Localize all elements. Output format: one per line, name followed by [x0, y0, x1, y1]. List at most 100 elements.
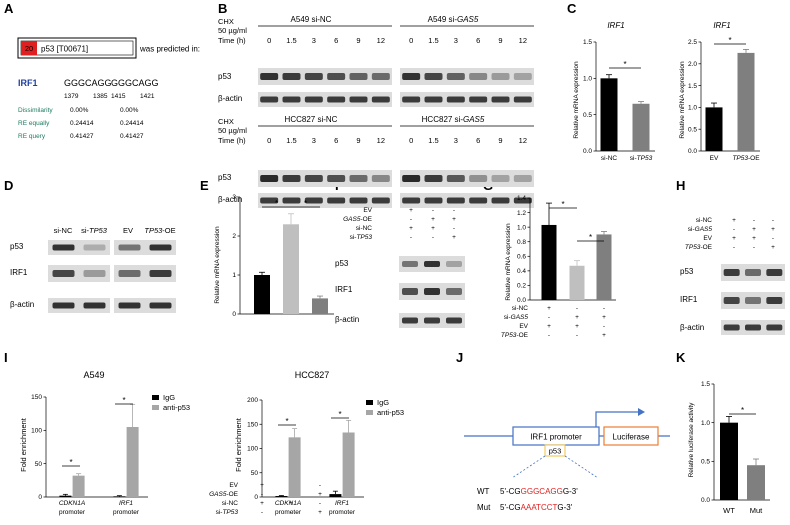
condition-labels: EV GAS5-OE si-NC si-TP53 EV GAS5-OE si-N…: [209, 207, 713, 516]
y-tick-label: 50: [35, 461, 43, 468]
cond-label: TP53-OE: [685, 244, 713, 251]
blot-title-hcc827-sigas5: HCC827 si-GAS5: [422, 115, 485, 124]
cond-label: EV: [703, 235, 712, 242]
legend-label: anti-p53: [163, 403, 190, 412]
time-point-label: 1.5: [428, 136, 438, 145]
blot-strip: [258, 68, 392, 85]
row-value: 0.24414: [70, 120, 94, 127]
blot-band: [282, 73, 301, 80]
blot-band: [446, 288, 462, 295]
sign-mark: -: [603, 323, 605, 330]
chart-c-left: 0.0 0.5 1.0 1.5 *: [583, 39, 655, 155]
panel-label-d: D: [4, 178, 13, 193]
significance-star: *: [275, 199, 278, 208]
blot-band: [52, 244, 75, 251]
cond-label: si-GAS5: [504, 314, 529, 321]
y-tick-label: 1.0: [517, 224, 526, 231]
blot-band: [402, 261, 418, 267]
y-tick-label: 0.2: [517, 283, 526, 290]
time-point-label: 9: [498, 36, 502, 45]
bar-igg: [113, 496, 126, 497]
blot-band: [745, 297, 761, 304]
y-tick-label: 2.0: [688, 61, 697, 68]
x-tick-label: promoter: [329, 509, 356, 516]
pos-3: 1415: [111, 93, 126, 100]
chart-i-left: 0 50 100 150 * *: [31, 394, 148, 501]
time-point-label: 1.5: [428, 36, 438, 45]
seq-1: GGGCAGG: [64, 78, 112, 88]
blot-row-label: β-actin: [335, 315, 359, 324]
sign-mark: +: [602, 314, 606, 321]
blot-row-label: p53: [680, 267, 694, 276]
blot-band: [349, 96, 368, 103]
sign-mark: -: [603, 305, 605, 312]
y-tick-label: 150: [31, 394, 42, 401]
sign-mark: +: [732, 235, 736, 242]
blot-band: [424, 261, 440, 267]
gene-name: IRF1: [18, 78, 38, 88]
cond-label: TP53-OE: [501, 332, 529, 339]
sign-mark: +: [752, 235, 756, 242]
bar: [569, 265, 585, 300]
blot-strip: [258, 92, 392, 107]
y-tick-label: 1.4: [517, 195, 526, 202]
y-tick-label: 0: [38, 494, 42, 501]
time-label: Time (h): [218, 136, 246, 145]
blot-band: [491, 96, 510, 103]
bar: [312, 298, 328, 314]
row-value: 0.00%: [120, 107, 139, 114]
time-point-label: 0: [409, 136, 413, 145]
y-tick-label: 1: [232, 272, 236, 279]
panel-h: + - - - + + + + - - - + p53 IRF1 β-actin: [680, 217, 785, 335]
sign-mark: -: [733, 244, 735, 251]
sign-mark: +: [602, 332, 606, 339]
blot-band: [304, 73, 323, 80]
row-value: 0.00%: [70, 107, 89, 114]
chart-title: HCC827: [295, 370, 330, 380]
time-point-label: 12: [377, 36, 385, 45]
y-tick-label: 0.0: [583, 148, 592, 155]
row-label-re-query: RE query: [18, 133, 46, 140]
blot-row-label: IRF1: [335, 285, 353, 294]
sign-mark: +: [575, 314, 579, 321]
blot-band: [327, 96, 346, 103]
legend-swatch-anti-p53: [152, 405, 159, 410]
time-point-label: 0: [267, 36, 271, 45]
x-tick-label: IRF1: [335, 500, 349, 507]
sign-mark: -: [432, 234, 434, 241]
significance-star: *: [589, 233, 592, 242]
sign-mark: -: [548, 314, 550, 321]
time-label: Time (h): [218, 36, 246, 45]
chart-title: IRF1: [607, 21, 624, 30]
significance-star: *: [69, 458, 72, 467]
x-tick-label: promoter: [113, 509, 140, 516]
y-tick-label: 1.0: [701, 420, 710, 427]
panel-label-j: J: [456, 350, 463, 365]
y-tick-label: 0.5: [688, 126, 697, 133]
sign-mark: -: [772, 217, 774, 224]
sign-mark: +: [771, 244, 775, 251]
score-badge: [21, 41, 37, 55]
time-point-label: 6: [476, 36, 480, 45]
y-tick-label: 2: [232, 233, 236, 240]
panel-label-e: E: [200, 178, 209, 193]
bar-anti-p53: [126, 427, 139, 497]
panel-label-k: K: [676, 350, 686, 365]
x-tick-label: IRF1: [119, 500, 133, 507]
significance-star: *: [285, 417, 288, 426]
blot-row-label: IRF1: [10, 268, 28, 277]
blot-band: [402, 317, 418, 324]
x-tick-label: TP53-OE: [732, 155, 760, 162]
sign-mark: -: [319, 482, 321, 489]
y-tick-label: 2.5: [688, 39, 697, 46]
wt-label: WT: [477, 487, 490, 496]
blot-band: [304, 96, 323, 103]
x-tick-label: promoter: [275, 509, 302, 516]
bar: [596, 234, 612, 300]
y-tick-label: 1.0: [688, 105, 697, 112]
blot-band: [513, 175, 532, 182]
legend-swatch-igg: [366, 400, 373, 405]
y-tick-label: 0.5: [701, 459, 710, 466]
blot-band: [446, 261, 462, 267]
y-tick-label: 0: [254, 494, 258, 501]
